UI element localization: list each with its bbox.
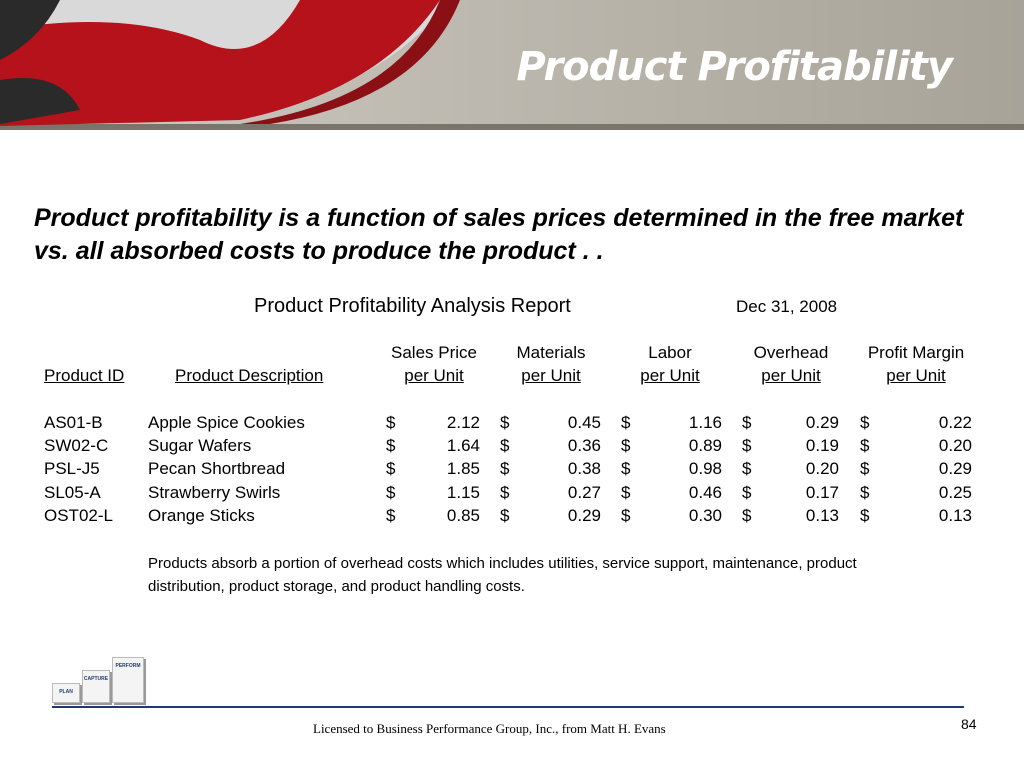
- logo-step: CAPTURE: [82, 670, 110, 703]
- amount: 0.20: [805, 459, 839, 479]
- amount: 0.45: [567, 413, 601, 432]
- currency: $: [386, 413, 396, 432]
- currency: $: [860, 413, 870, 432]
- amount: 0.98: [688, 459, 722, 479]
- dark-piece: [0, 0, 80, 124]
- red-band: [0, 0, 440, 126]
- currency: $: [500, 459, 510, 479]
- product-description: Strawberry Swirls: [148, 482, 281, 502]
- column-header: per Unit: [640, 366, 700, 385]
- amount: 0.22: [938, 413, 972, 432]
- amount: 0.17: [805, 482, 839, 502]
- product-id: AS01-B: [44, 413, 103, 432]
- currency: $: [500, 413, 510, 432]
- swoosh: [240, 0, 460, 124]
- currency: $: [742, 413, 752, 432]
- amount: 0.30: [688, 505, 722, 525]
- amount: 0.29: [805, 413, 839, 432]
- column-header: per Unit: [404, 366, 464, 385]
- amount: 0.36: [567, 436, 601, 456]
- amount: 0.19: [805, 436, 839, 456]
- currency: $: [386, 505, 396, 525]
- column-header: Materials: [516, 343, 586, 362]
- product-id: OST02-L: [44, 505, 113, 525]
- currency: $: [742, 459, 752, 479]
- amount: 0.89: [688, 436, 722, 456]
- amount: 0.13: [805, 505, 839, 525]
- product-description: Orange Sticks: [148, 505, 255, 525]
- amount: 1.85: [446, 459, 480, 479]
- currency: $: [742, 505, 752, 525]
- amount: 1.15: [446, 482, 480, 502]
- currency: $: [742, 482, 752, 502]
- column-header: per Unit: [521, 366, 581, 385]
- amount: 2.12: [446, 413, 480, 432]
- banner-edge: [0, 124, 1024, 130]
- amount: 1.16: [688, 413, 722, 432]
- column-header: per Unit: [886, 366, 946, 385]
- column-header: Profit Margin: [867, 343, 965, 362]
- currency: $: [386, 436, 396, 456]
- column-header: per Unit: [761, 366, 821, 385]
- product-description: Sugar Wafers: [148, 436, 252, 456]
- currency: $: [621, 482, 631, 502]
- amount: 0.29: [938, 459, 972, 479]
- currency: $: [742, 436, 752, 456]
- column-header: Product Description: [175, 366, 324, 385]
- amount: 0.27: [567, 482, 601, 502]
- column-header: Product ID: [44, 366, 125, 385]
- report-date: Dec 31, 2008: [736, 297, 838, 316]
- currency: $: [500, 436, 510, 456]
- currency: $: [860, 436, 870, 456]
- amount: 0.38: [567, 459, 601, 479]
- currency: $: [621, 459, 631, 479]
- currency: $: [860, 505, 870, 525]
- logo-step: PLAN: [52, 683, 80, 703]
- currency: $: [386, 482, 396, 502]
- footer-rule: [52, 706, 964, 708]
- page-number: 84: [961, 716, 977, 732]
- intro-text: Product profitability is a function of s…: [34, 204, 964, 265]
- report-title: Product Profitability Analysis Report: [254, 295, 571, 317]
- slide-title: Product Profitability: [516, 44, 953, 90]
- product-description: Pecan Shortbread: [148, 459, 286, 479]
- currency: $: [621, 413, 631, 432]
- amount: 0.13: [938, 505, 972, 525]
- currency: $: [386, 459, 396, 479]
- currency: $: [860, 482, 870, 502]
- amount: 0.85: [446, 505, 480, 525]
- product-id: SL05-A: [44, 482, 101, 502]
- logo-step: PERFORM: [112, 657, 144, 703]
- product-description: Apple Spice Cookies: [148, 413, 305, 432]
- column-header: Labor: [648, 343, 692, 362]
- amount: 1.64: [446, 436, 480, 456]
- product-id: SW02-C: [44, 436, 109, 456]
- currency: $: [500, 505, 510, 525]
- currency: $: [621, 436, 631, 456]
- amount: 0.20: [938, 436, 972, 456]
- amount: 0.29: [567, 505, 601, 525]
- column-header: Sales Price: [391, 343, 477, 362]
- amount: 0.25: [938, 482, 972, 502]
- currency: $: [500, 482, 510, 502]
- product-id: PSL-J5: [44, 459, 100, 479]
- currency: $: [860, 459, 870, 479]
- amount: 0.46: [688, 482, 722, 502]
- currency: $: [621, 505, 631, 525]
- license: Licensed to Business Performance Group, …: [313, 721, 666, 736]
- banner: [0, 0, 1024, 130]
- column-header: Overhead: [753, 343, 829, 362]
- note: Products absorb a portion of overhead co…: [148, 555, 857, 595]
